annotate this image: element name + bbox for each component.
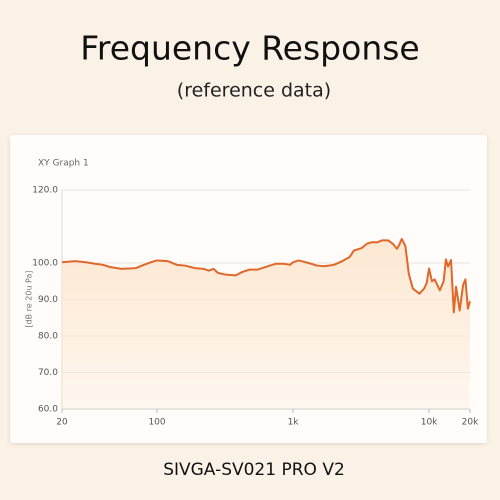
- x-tick-label: 1k: [288, 418, 300, 428]
- y-tick-label: 70.0: [38, 368, 58, 378]
- response-area: [62, 238, 470, 409]
- y-tick-label: 120.0: [32, 186, 58, 196]
- y-tick-label: 90.0: [38, 295, 58, 305]
- y-tick-label: 100.0: [32, 259, 58, 269]
- y-tick-label: 80.0: [38, 332, 58, 342]
- chart-title: XY Graph 1: [38, 159, 89, 169]
- page-title: Frequency Response: [80, 29, 419, 68]
- page-subtitle: (reference data): [177, 80, 331, 102]
- x-tick-label: 10k: [421, 418, 438, 428]
- x-tick-label: 20k: [462, 418, 479, 428]
- plot-area: 120.0 100.0 90.0 80.0 70.0 60.0 20 100 1k 10k 20k: [32, 186, 479, 428]
- caption: SIVGA-SV021 PRO V2: [163, 460, 345, 480]
- x-tick-label: 100: [148, 418, 165, 428]
- x-tick-label: 20: [56, 418, 68, 428]
- y-tick-label: 60.0: [38, 405, 58, 415]
- response-line: [61, 237, 471, 314]
- y-axis-label: [dB re 20u Pa]: [25, 270, 34, 327]
